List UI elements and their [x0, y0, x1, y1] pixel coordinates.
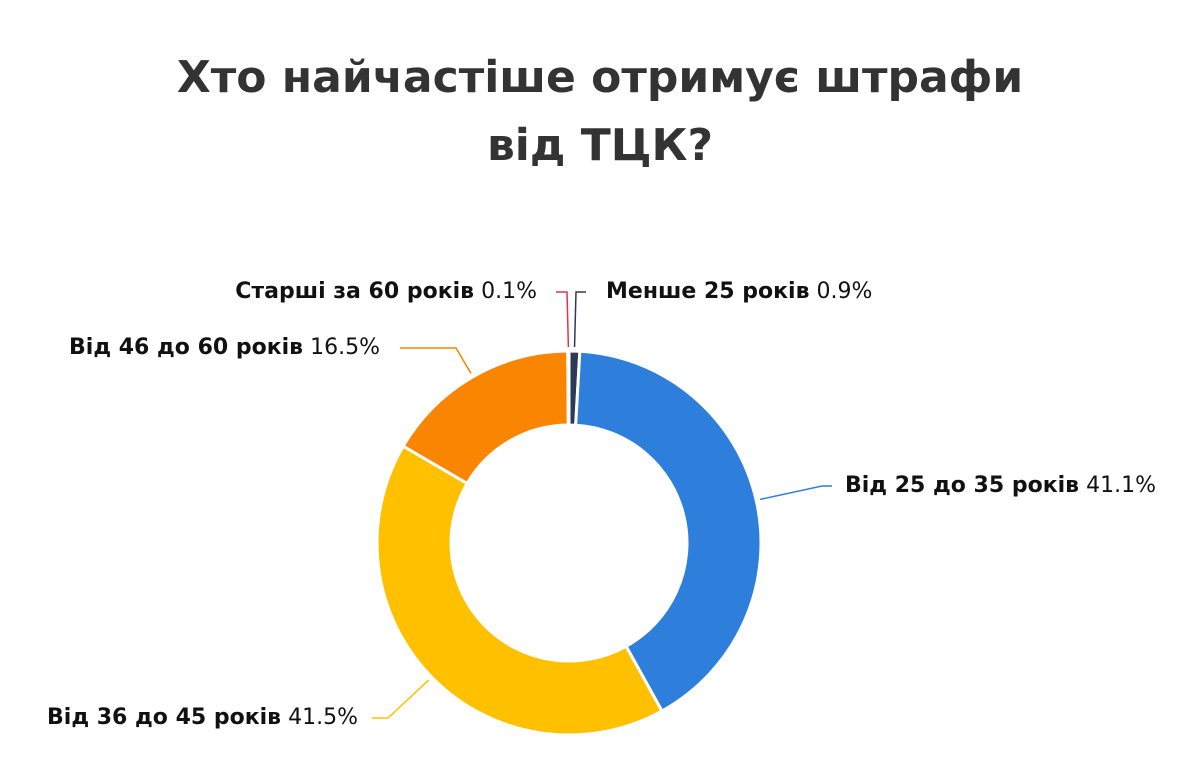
- category-label: Від 25 до 35 років: [845, 473, 1079, 498]
- value-label: 41.5%: [288, 705, 358, 730]
- donut-slice: [574, 349, 763, 714]
- value-label: 0.1%: [481, 279, 537, 304]
- value-label: 0.9%: [817, 279, 873, 304]
- category-label: Менше 25 років: [606, 279, 810, 304]
- leader-line: [556, 291, 570, 348]
- data-label: Від 36 до 45 років 41.5%: [47, 705, 358, 730]
- data-label: Старші за 60 років 0.1%: [235, 279, 537, 304]
- leader-line: [372, 679, 430, 719]
- data-label: Від 25 до 35 років 41.1%: [845, 473, 1156, 498]
- donut-slice: [375, 444, 664, 737]
- category-label: Від 36 до 45 років: [47, 705, 281, 730]
- data-label: Від 46 до 60 років 16.5%: [69, 335, 380, 360]
- chart-title: Хто найчастіше отримує штрафи від ТЦК?: [176, 52, 1024, 171]
- value-label: 41.1%: [1086, 473, 1156, 498]
- leader-line: [573, 291, 586, 348]
- data-label: Менше 25 років 0.9%: [606, 279, 872, 304]
- category-label: Від 46 до 60 років: [69, 335, 303, 360]
- category-label: Старші за 60 років: [235, 279, 474, 304]
- donut-slice: [566, 349, 571, 427]
- leader-line: [400, 347, 472, 374]
- leader-line: [759, 485, 832, 501]
- value-label: 16.5%: [310, 335, 380, 360]
